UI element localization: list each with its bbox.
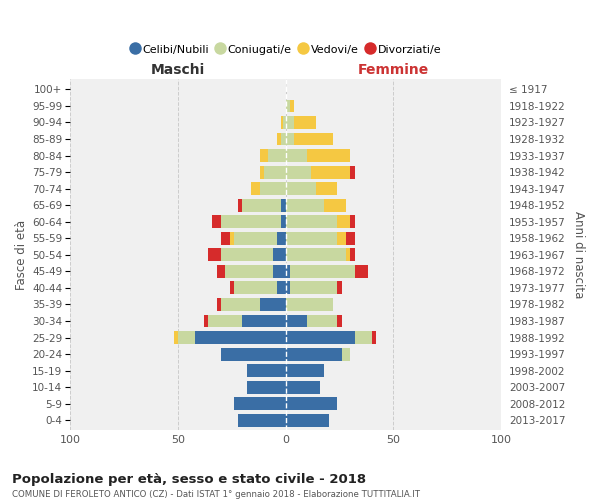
Bar [286, 397, 337, 410]
Bar [290, 100, 294, 112]
Bar [286, 265, 290, 278]
Bar [230, 282, 234, 294]
Bar [337, 282, 341, 294]
Bar [260, 182, 286, 195]
Bar [286, 116, 294, 129]
Bar [238, 198, 242, 211]
Bar [286, 282, 290, 294]
Bar [208, 248, 221, 262]
Bar [355, 331, 372, 344]
Bar [247, 364, 286, 377]
Bar [337, 216, 350, 228]
Bar [212, 216, 221, 228]
Bar [242, 314, 286, 328]
Bar [286, 166, 311, 178]
Bar [272, 248, 286, 262]
Y-axis label: Anni di nascita: Anni di nascita [572, 211, 585, 298]
Bar [221, 248, 272, 262]
Bar [221, 348, 286, 360]
Legend: Celibi/Nubili, Coniugati/e, Vedovi/e, Divorziati/e: Celibi/Nubili, Coniugati/e, Vedovi/e, Di… [125, 40, 446, 59]
Bar [272, 265, 286, 278]
Bar [286, 314, 307, 328]
Bar [260, 298, 286, 311]
Bar [286, 298, 333, 311]
Bar [337, 314, 341, 328]
Bar [221, 298, 260, 311]
Bar [234, 232, 277, 244]
Bar [355, 265, 368, 278]
Bar [307, 149, 350, 162]
Text: Popolazione per età, sesso e stato civile - 2018: Popolazione per età, sesso e stato civil… [12, 472, 366, 486]
Text: Maschi: Maschi [151, 63, 205, 77]
Bar [281, 132, 286, 145]
Bar [286, 331, 355, 344]
Bar [341, 348, 350, 360]
Text: COMUNE DI FEROLETO ANTICO (CZ) - Dati ISTAT 1° gennaio 2018 - Elaborazione TUTTI: COMUNE DI FEROLETO ANTICO (CZ) - Dati IS… [12, 490, 420, 499]
Bar [286, 182, 316, 195]
Bar [277, 132, 281, 145]
Bar [286, 198, 325, 211]
Bar [286, 232, 337, 244]
Bar [281, 198, 286, 211]
Bar [234, 397, 286, 410]
Bar [294, 132, 333, 145]
Bar [178, 331, 195, 344]
Bar [277, 282, 286, 294]
Bar [286, 348, 341, 360]
Bar [238, 414, 286, 426]
Bar [286, 414, 329, 426]
Bar [230, 232, 234, 244]
Bar [264, 166, 286, 178]
Bar [260, 166, 264, 178]
Bar [247, 380, 286, 394]
Bar [286, 364, 325, 377]
Y-axis label: Fasce di età: Fasce di età [15, 220, 28, 290]
Bar [251, 182, 260, 195]
Bar [203, 314, 208, 328]
Bar [221, 232, 230, 244]
Bar [281, 116, 283, 129]
Bar [372, 331, 376, 344]
Bar [316, 182, 337, 195]
Bar [217, 298, 221, 311]
Bar [286, 248, 346, 262]
Bar [311, 166, 350, 178]
Bar [217, 265, 225, 278]
Bar [277, 232, 286, 244]
Bar [290, 282, 337, 294]
Bar [173, 331, 178, 344]
Bar [268, 149, 286, 162]
Bar [242, 198, 281, 211]
Bar [234, 282, 277, 294]
Bar [337, 232, 346, 244]
Bar [350, 248, 355, 262]
Bar [290, 265, 355, 278]
Bar [294, 116, 316, 129]
Bar [286, 149, 307, 162]
Bar [195, 331, 286, 344]
Bar [221, 216, 281, 228]
Bar [346, 248, 350, 262]
Bar [307, 314, 337, 328]
Bar [281, 216, 286, 228]
Bar [225, 265, 272, 278]
Bar [283, 116, 286, 129]
Bar [286, 216, 337, 228]
Bar [208, 314, 242, 328]
Bar [350, 216, 355, 228]
Bar [286, 100, 290, 112]
Bar [260, 149, 268, 162]
Bar [325, 198, 346, 211]
Bar [286, 132, 294, 145]
Bar [350, 166, 355, 178]
Bar [346, 232, 355, 244]
Text: Femmine: Femmine [358, 63, 429, 77]
Bar [286, 380, 320, 394]
